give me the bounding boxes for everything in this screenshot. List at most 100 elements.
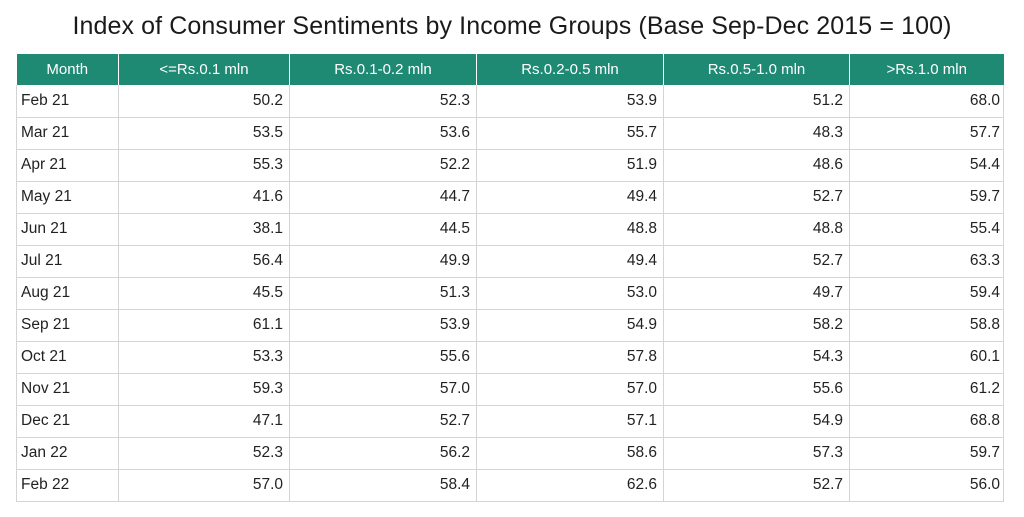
month-cell: Aug 21 [16,277,119,310]
column-header-income-4: Rs.0.5-1.0 mln [663,54,850,85]
value-cell: 52.3 [118,437,290,470]
value-cell: 61.1 [118,309,290,342]
value-cell: 54.9 [476,309,664,342]
month-cell: Jun 21 [16,213,119,246]
value-cell: 50.2 [118,85,290,118]
table-row: Jun 21 38.1 44.5 48.8 48.8 55.4 [16,213,1004,246]
value-cell: 52.3 [289,85,477,118]
value-cell: 61.2 [849,373,1004,406]
column-header-income-5: >Rs.1.0 mln [849,54,1004,85]
month-cell: Feb 22 [16,469,119,502]
table-row: Feb 22 57.0 58.4 62.6 52.7 56.0 [16,469,1004,502]
value-cell: 53.0 [476,277,664,310]
value-cell: 44.7 [289,181,477,214]
chart-title: Index of Consumer Sentiments by Income G… [72,12,952,40]
value-cell: 68.8 [849,405,1004,438]
value-cell: 53.9 [476,85,664,118]
value-cell: 49.7 [663,277,850,310]
value-cell: 58.2 [663,309,850,342]
value-cell: 55.6 [663,373,850,406]
value-cell: 47.1 [118,405,290,438]
value-cell: 63.3 [849,245,1004,278]
column-header-income-3: Rs.0.2-0.5 mln [476,54,664,85]
value-cell: 48.3 [663,117,850,150]
month-cell: Mar 21 [16,117,119,150]
value-cell: 52.7 [289,405,477,438]
value-cell: 51.2 [663,85,850,118]
table-row: Nov 21 59.3 57.0 57.0 55.6 61.2 [16,373,1004,406]
month-cell: Jul 21 [16,245,119,278]
value-cell: 41.6 [118,181,290,214]
value-cell: 58.6 [476,437,664,470]
value-cell: 56.0 [849,469,1004,502]
value-cell: 57.7 [849,117,1004,150]
value-cell: 54.3 [663,341,850,374]
value-cell: 51.3 [289,277,477,310]
value-cell: 49.4 [476,245,664,278]
value-cell: 57.3 [663,437,850,470]
column-header-income-1: <=Rs.0.1 mln [118,54,290,85]
month-cell: May 21 [16,181,119,214]
value-cell: 53.9 [289,309,477,342]
value-cell: 57.0 [476,373,664,406]
table-row: Feb 21 50.2 52.3 53.9 51.2 68.0 [16,85,1004,118]
value-cell: 48.6 [663,149,850,182]
table-row: Mar 21 53.5 53.6 55.7 48.3 57.7 [16,117,1004,150]
value-cell: 54.9 [663,405,850,438]
value-cell: 48.8 [476,213,664,246]
value-cell: 38.1 [118,213,290,246]
value-cell: 60.1 [849,341,1004,374]
month-cell: Jan 22 [16,437,119,470]
value-cell: 56.4 [118,245,290,278]
value-cell: 53.3 [118,341,290,374]
value-cell: 57.1 [476,405,664,438]
value-cell: 57.8 [476,341,664,374]
value-cell: 48.8 [663,213,850,246]
value-cell: 55.6 [289,341,477,374]
value-cell: 57.0 [118,469,290,502]
month-cell: Dec 21 [16,405,119,438]
value-cell: 59.7 [849,437,1004,470]
value-cell: 52.2 [289,149,477,182]
value-cell: 52.7 [663,469,850,502]
value-cell: 45.5 [118,277,290,310]
value-cell: 52.7 [663,181,850,214]
table-row: Apr 21 55.3 52.2 51.9 48.6 54.4 [16,149,1004,182]
value-cell: 59.3 [118,373,290,406]
value-cell: 55.3 [118,149,290,182]
value-cell: 53.6 [289,117,477,150]
table-row: Aug 21 45.5 51.3 53.0 49.7 59.4 [16,277,1004,310]
table-row: Jul 21 56.4 49.9 49.4 52.7 63.3 [16,245,1004,278]
month-cell: Sep 21 [16,309,119,342]
table-row: Dec 21 47.1 52.7 57.1 54.9 68.8 [16,405,1004,438]
value-cell: 51.9 [476,149,664,182]
value-cell: 56.2 [289,437,477,470]
month-cell: Oct 21 [16,341,119,374]
column-header-income-2: Rs.0.1-0.2 mln [289,54,477,85]
value-cell: 62.6 [476,469,664,502]
month-cell: Feb 21 [16,85,119,118]
value-cell: 57.0 [289,373,477,406]
value-cell: 53.5 [118,117,290,150]
value-cell: 52.7 [663,245,850,278]
value-cell: 49.9 [289,245,477,278]
data-table: Month <=Rs.0.1 mln Rs.0.1-0.2 mln Rs.0.2… [16,54,1004,502]
table-row: May 21 41.6 44.7 49.4 52.7 59.7 [16,181,1004,214]
table-body: Feb 21 50.2 52.3 53.9 51.2 68.0 Mar 21 53.5 53.6… [16,85,1004,502]
value-cell: 68.0 [849,85,1004,118]
value-cell: 58.8 [849,309,1004,342]
table-row: Oct 21 53.3 55.6 57.8 54.3 60.1 [16,341,1004,374]
value-cell: 59.7 [849,181,1004,214]
month-cell: Nov 21 [16,373,119,406]
table-row: Jan 22 52.3 56.2 58.6 57.3 59.7 [16,437,1004,470]
header-row: Month <=Rs.0.1 mln Rs.0.1-0.2 mln Rs.0.2… [16,54,1004,85]
column-header-month: Month [16,54,119,85]
value-cell: 55.7 [476,117,664,150]
value-cell: 54.4 [849,149,1004,182]
value-cell: 55.4 [849,213,1004,246]
table-row: Sep 21 61.1 53.9 54.9 58.2 58.8 [16,309,1004,342]
value-cell: 58.4 [289,469,477,502]
value-cell: 59.4 [849,277,1004,310]
value-cell: 49.4 [476,181,664,214]
